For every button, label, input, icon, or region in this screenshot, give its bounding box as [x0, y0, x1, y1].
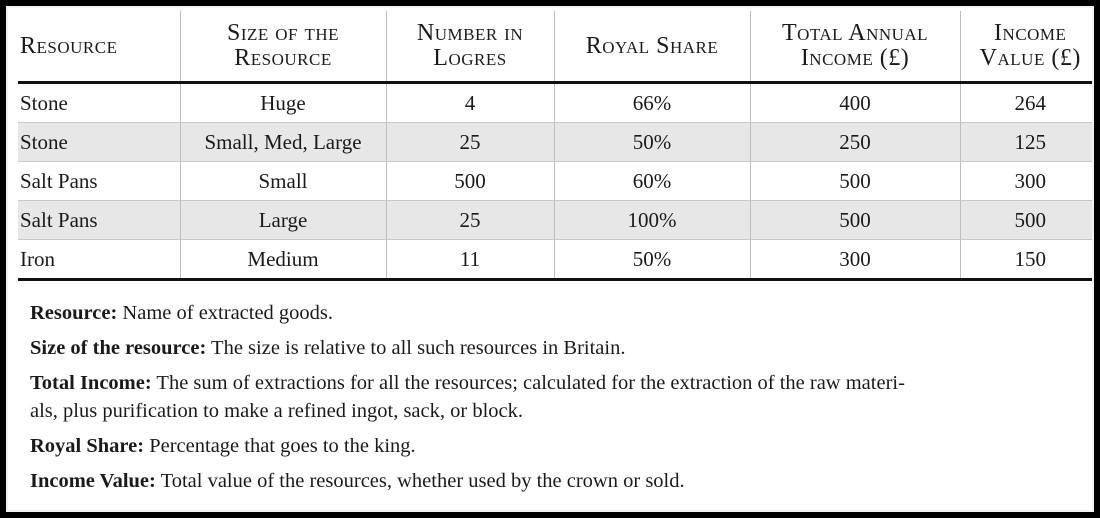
header-total-income: Total Annual Income (£): [749, 11, 960, 84]
cell-size: Huge: [179, 82, 386, 123]
header-royal-share: Royal Share: [553, 11, 750, 84]
cell-total-income: 400: [749, 82, 960, 123]
cell-size: Small: [179, 161, 386, 201]
header-size: Size of the Resource: [179, 11, 386, 84]
header-income-value: Income Value (£): [959, 11, 1092, 84]
cell-total-income: 500: [749, 161, 960, 201]
cell-income-value: 150: [959, 239, 1092, 281]
table-row: Stone Small, Med, Large 25 50% 250 125: [18, 122, 1092, 162]
cell-resource: Salt Pans: [18, 200, 180, 240]
cell-income-value: 500: [959, 200, 1092, 240]
table-row: Salt Pans Large 25 100% 500 500: [18, 200, 1092, 240]
cell-size: Small, Med, Large: [179, 122, 386, 162]
cell-income-value: 300: [959, 161, 1092, 201]
cell-total-income: 500: [749, 200, 960, 240]
note-term: Income Value:: [30, 470, 156, 492]
note-term: Total Income:: [30, 372, 152, 394]
table-header-row: Resource Size of the Resource Number in Lo…: [18, 11, 1092, 84]
note-size: Size of the resource: The size is relati…: [30, 334, 1070, 362]
resource-table: Resource Size of the Resource Number in Lo…: [18, 11, 1092, 281]
cell-royal-share: 50%: [553, 122, 750, 162]
cell-number: 11: [385, 239, 554, 281]
note-income-value: Income Value: Total value of the resourc…: [30, 467, 1070, 495]
cell-number: 25: [385, 122, 554, 162]
note-text: Percentage that goes to the king.: [144, 435, 416, 457]
cell-resource: Salt Pans: [18, 161, 180, 201]
note-royal-share: Royal Share: Percentage that goes to the…: [30, 432, 1070, 460]
note-text: The sum of extractions for all the resou…: [151, 372, 905, 394]
cell-resource: Iron: [18, 239, 180, 281]
table-row: Stone Huge 4 66% 400 264: [18, 82, 1092, 123]
table-notes: Resource: Name of extracted goods. Size …: [30, 299, 1070, 502]
cell-size: Large: [179, 200, 386, 240]
cell-resource: Stone: [18, 82, 180, 123]
cell-royal-share: 60%: [553, 161, 750, 201]
cell-total-income: 300: [749, 239, 960, 281]
cell-royal-share: 66%: [553, 82, 750, 123]
table-row: Iron Medium 11 50% 300 150: [18, 239, 1092, 281]
header-number: Number in Logres: [385, 11, 554, 84]
cell-total-income: 250: [749, 122, 960, 162]
cell-size: Medium: [179, 239, 386, 281]
note-text: The size is relative to all such resourc…: [206, 337, 626, 359]
note-resource: Resource: Name of extracted goods.: [30, 299, 1070, 327]
cell-income-value: 264: [959, 82, 1092, 123]
note-text-continued: als, plus purification to make a refined…: [30, 400, 524, 422]
note-total-income: Total Income: The sum of extractions for…: [30, 369, 1070, 425]
note-term: Resource:: [30, 302, 118, 324]
cell-resource: Stone: [18, 122, 180, 162]
cell-number: 500: [385, 161, 554, 201]
note-text: Total value of the resources, whether us…: [155, 470, 685, 492]
cell-royal-share: 50%: [553, 239, 750, 281]
cell-royal-share: 100%: [553, 200, 750, 240]
table-row: Salt Pans Small 500 60% 500 300: [18, 161, 1092, 201]
cell-income-value: 125: [959, 122, 1092, 162]
cell-number: 4: [385, 82, 554, 123]
document-frame: Resource Size of the Resource Number in Lo…: [6, 6, 1094, 512]
note-text: Name of extracted goods.: [117, 302, 334, 324]
note-term: Royal Share:: [30, 435, 145, 457]
header-resource: Resource: [18, 11, 180, 84]
cell-number: 25: [385, 200, 554, 240]
note-term: Size of the resource:: [30, 337, 207, 359]
